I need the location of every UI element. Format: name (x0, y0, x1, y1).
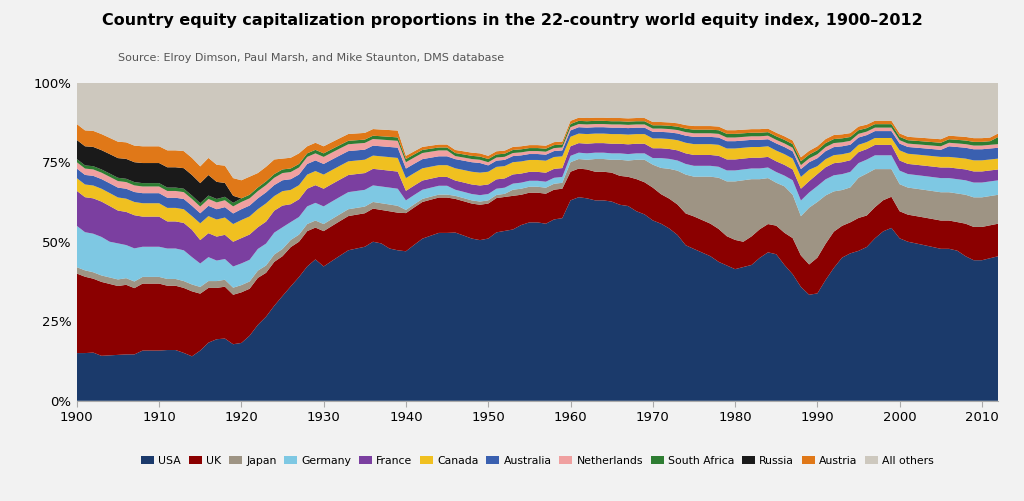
Text: Country equity capitalization proportions in the 22-country world equity index, : Country equity capitalization proportion… (101, 13, 923, 28)
Legend: USA, UK, Japan, Germany, France, Canada, Australia, Netherlands, South Africa, R: USA, UK, Japan, Germany, France, Canada,… (141, 455, 934, 465)
Text: Source: Elroy Dimson, Paul Marsh, and Mike Staunton, DMS database: Source: Elroy Dimson, Paul Marsh, and Mi… (118, 53, 504, 63)
